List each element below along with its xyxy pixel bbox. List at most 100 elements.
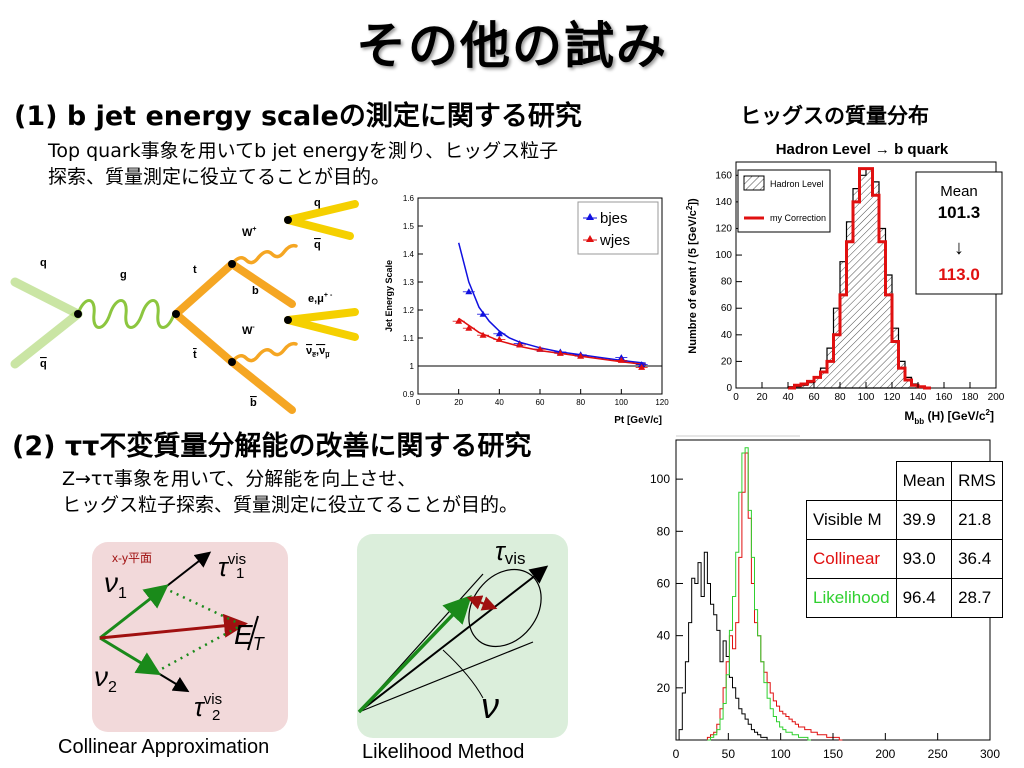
higgs-xtick-label: 120 xyxy=(884,392,901,403)
jes-xtick-label: 40 xyxy=(495,398,504,407)
tautau-hist-likelihood xyxy=(707,447,811,741)
label-w-minus: W- xyxy=(242,324,255,337)
higgs-xtick-label: 200 xyxy=(988,392,1005,403)
label-qbar-out: q xyxy=(314,239,321,251)
stats-row-collinear: Collinear 93.0 36.4 xyxy=(806,539,1003,579)
jes-xtick-label: 0 xyxy=(416,398,421,407)
higgs-mass-chart: Hadron Level → b quark 0 20 40 60 80 100 120 14… xyxy=(686,141,1005,426)
higgs-ytick-label: 120 xyxy=(715,223,732,234)
antiquark-line-in xyxy=(10,309,83,369)
stats-header-row: Mean RMS xyxy=(807,461,1003,501)
jes-xtick-label: 20 xyxy=(454,398,463,407)
stats-name: Likelihood xyxy=(806,578,897,618)
lepton-out-line xyxy=(284,308,359,324)
tautau-ytick-label: 40 xyxy=(657,629,671,643)
label-bbar: b xyxy=(250,397,257,409)
gluon-line xyxy=(76,299,176,329)
higgs-xtick-label: 80 xyxy=(834,392,846,403)
label-g: g xyxy=(120,269,127,281)
mean-before: 101.3 xyxy=(938,203,981,222)
likelihood-diagram: τvis ν xyxy=(357,534,568,738)
label-tau2-sub: 2 xyxy=(212,707,220,724)
plane-label: x-y平面 xyxy=(112,551,152,565)
jes-point-wjes xyxy=(516,341,524,348)
legend-hadron-swatch xyxy=(743,175,765,191)
jes-point-wjes xyxy=(617,356,625,363)
stats-row-visible: Visible M 39.9 21.8 xyxy=(806,500,1003,540)
collinear-diagram: x-y平面 ν1 ν2 τvis 1 τvis 2 ET xyxy=(92,542,288,732)
higgs-ytick-label: 40 xyxy=(721,330,733,341)
jes-ytick-label: 0.9 xyxy=(403,390,415,399)
jes-point-wjes xyxy=(479,331,487,338)
jes-chart: 0 20 40 60 80 100 120 0.9 1 1.1 1.2 1.3 1.4 1.5 1.6 bj… xyxy=(384,194,669,426)
label-tau1-vis: τvis xyxy=(218,551,246,582)
jes-legend-label-bjes: bjes xyxy=(600,210,628,227)
higgs-xtick-label: 160 xyxy=(936,392,953,403)
stats-table: Mean RMS Visible M 39.9 21.8 Collinear 9… xyxy=(806,461,1003,618)
qbar-out-line xyxy=(284,216,354,240)
higgs-ylabel: Numbre of event / (5 [GeV/c2]) xyxy=(686,198,699,354)
jes-point-bjes xyxy=(495,330,503,337)
higgs-ytick-label: 0 xyxy=(726,383,732,394)
jes-point-wjes xyxy=(536,345,544,352)
slide-title: その他の試み xyxy=(356,17,668,75)
stats-mean: 39.9 xyxy=(895,500,953,540)
higgs-ytick-label: 140 xyxy=(715,197,732,208)
quark-line-in xyxy=(10,277,83,319)
higgs-xtick-label: 180 xyxy=(962,392,979,403)
jes-point-wjes xyxy=(455,317,463,324)
mean-box xyxy=(915,171,1003,295)
label-tau-vis: τvis xyxy=(495,536,526,568)
label-tau1-sub: 1 xyxy=(236,565,244,582)
label-w-plus: W+ xyxy=(242,226,256,239)
section2-desc-line2: ヒッグス粒子探索、質量測定に役立てることが目的。 xyxy=(62,494,519,516)
tautau-xtick-label: 200 xyxy=(875,747,895,761)
jes-point-wjes xyxy=(638,363,646,370)
tautau-xtick-label: 300 xyxy=(980,747,1000,761)
stats-name: Collinear xyxy=(806,539,897,579)
tautau-xtick-label: 150 xyxy=(823,747,843,761)
jes-ylabel: Jet Energy Scale xyxy=(384,260,394,332)
cone-edge-2 xyxy=(358,641,534,713)
tautau-xtick-label: 250 xyxy=(928,747,948,761)
stats-row-likelihood: Likelihood 96.4 28.7 xyxy=(806,578,1003,618)
higgs-xtick-label: 20 xyxy=(756,392,768,403)
jes-point-bjes xyxy=(465,288,473,295)
section2-desc-line1: Z→ττ事象を用いて、分解能を向上させ、 xyxy=(62,468,417,490)
label-tau2-vis: τvis xyxy=(194,691,222,722)
section2-desc: Z→ττ事象を用いて、分解能を向上させ、 ヒッグス粒子探索、質量測定に役立てるこ… xyxy=(62,466,518,518)
label-t: t xyxy=(193,264,197,276)
tautau-xtick-label: 50 xyxy=(722,747,736,761)
label-nu: ν xyxy=(481,685,499,726)
jes-xtick-label: 100 xyxy=(615,398,629,407)
tau-vis-arrow xyxy=(358,565,549,713)
nu1-arrow xyxy=(99,584,169,640)
nu2-arrow xyxy=(99,636,162,676)
higgs-ytick-label: 160 xyxy=(715,170,732,181)
tautau-hist-visible-m xyxy=(676,551,771,741)
dotted-line-2 xyxy=(155,624,241,674)
mean-box-label: Mean xyxy=(940,183,978,200)
label-nu1: ν1 xyxy=(104,567,127,602)
tautau-ytick-label: 60 xyxy=(657,576,671,590)
section1-desc: Top quark事象を用いてb jet energyを測り、ヒッグス粒子 探索… xyxy=(48,138,558,190)
label-nu2: ν2 xyxy=(94,661,117,696)
top-line xyxy=(172,260,236,318)
w-plus-line xyxy=(230,243,298,266)
stats-rms: 36.4 xyxy=(951,539,1003,579)
jes-legend xyxy=(577,201,659,255)
jes-point-wjes xyxy=(556,349,564,356)
b-line xyxy=(228,260,296,308)
jes-point-bjes xyxy=(479,310,487,317)
stats-rms: 28.7 xyxy=(951,578,1003,618)
label-neutrino: νe,νμ xyxy=(306,345,330,359)
met-slash xyxy=(247,615,259,651)
jes-point-wjes xyxy=(577,352,585,359)
mean-after: 113.0 xyxy=(938,265,980,284)
neutrino-arrow xyxy=(357,594,472,714)
stats-header-empty xyxy=(807,462,897,501)
label-tbar: t xyxy=(193,349,197,361)
higgs-ytick-label: 60 xyxy=(721,303,733,314)
higgs-xtick-label: 40 xyxy=(782,392,794,403)
w-minus-line xyxy=(230,341,298,364)
